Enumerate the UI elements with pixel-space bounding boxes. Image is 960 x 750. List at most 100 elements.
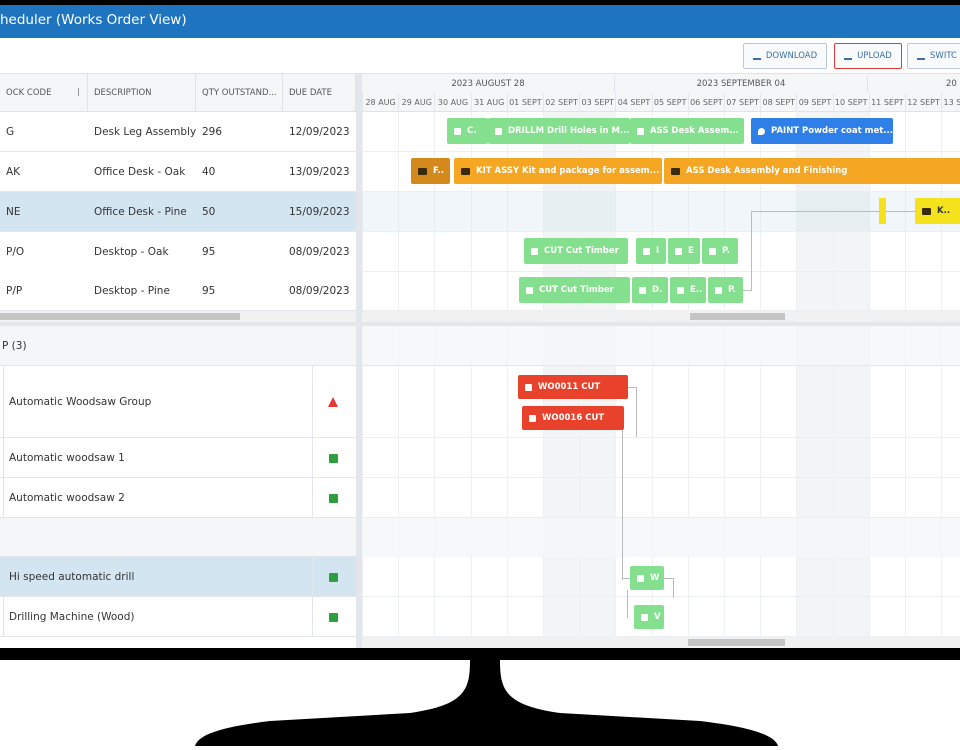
resource-row[interactable] (0, 557, 356, 597)
resource-row[interactable] (0, 597, 356, 637)
gantt-row-line (362, 310, 960, 311)
task-bar[interactable]: E.. (670, 277, 706, 303)
task-bar[interactable]: PAINT Powder coat met... (751, 118, 893, 144)
table-row[interactable] (0, 152, 356, 192)
scroll-thumb[interactable] (688, 639, 785, 646)
resource-name: Hi speed automatic drill (9, 570, 135, 583)
scroll-thumb[interactable] (690, 313, 785, 320)
splitter[interactable] (356, 74, 362, 648)
task-bar[interactable]: W (630, 566, 664, 590)
resource-row[interactable] (0, 438, 356, 478)
screen: heduler (Works Order View) DOWNLOAD UPLOA… (0, 0, 960, 648)
table-cell: P/P (6, 284, 23, 297)
bar-label: P. (728, 285, 736, 295)
bar-icon (637, 574, 644, 582)
status-ok-icon (329, 613, 338, 622)
gantt-row-line (362, 437, 960, 438)
day-label: 03 SEPT (579, 93, 615, 111)
column-header[interactable]: OCK CODE (0, 74, 88, 112)
table-row[interactable] (0, 271, 356, 311)
resource-row[interactable] (0, 478, 356, 518)
gantt-group-band (362, 326, 960, 366)
day-column (506, 326, 543, 637)
status-ok-icon (329, 494, 338, 503)
week-label: 2023 AUGUST 28 (362, 76, 615, 92)
grid-header (0, 74, 356, 112)
toolbar-button[interactable]: UPLOAD (834, 43, 902, 69)
toolbar-button[interactable]: DOWNLOAD (743, 43, 827, 69)
day-column (398, 112, 434, 311)
button-icon (752, 53, 761, 60)
task-bar[interactable]: K.. (915, 198, 960, 224)
task-bar[interactable]: DRILLM Drill Holes in M... (488, 118, 630, 144)
day-label: 07 SEPT (724, 93, 760, 111)
day-label: 08 SEPT (760, 93, 796, 111)
day-label: 09 SEPT (796, 93, 832, 111)
table-row[interactable] (0, 112, 356, 152)
dependency-line (622, 578, 630, 579)
dependency-line (751, 211, 752, 291)
scroll-thumb[interactable] (0, 313, 240, 320)
column-header[interactable]: DUE DATE (283, 74, 356, 112)
bar-label: P. (722, 246, 730, 256)
warning-icon (328, 397, 338, 407)
bar-icon (529, 414, 536, 422)
resource-row[interactable] (0, 366, 356, 438)
table-row[interactable] (0, 192, 356, 232)
task-bar[interactable]: KIT ASSY Kit and package for assem... (454, 158, 662, 184)
dependency-line (886, 211, 915, 212)
table-cell: 95 (202, 245, 216, 258)
task-bar[interactable]: I (636, 238, 666, 264)
dependency-line (743, 290, 751, 291)
toolbar-button[interactable]: SWITC (907, 43, 960, 69)
task-bar[interactable]: C. (447, 118, 488, 144)
task-bar[interactable]: ASS Desk Assem... (630, 118, 744, 144)
task-bar[interactable]: E (668, 238, 700, 264)
day-column (796, 326, 833, 637)
task-bar[interactable]: CUT Cut Timber (524, 238, 628, 264)
gantt-row-line (362, 231, 960, 232)
task-bar[interactable]: CUT Cut Timber (519, 277, 630, 303)
milestone (879, 198, 886, 224)
task-bar[interactable]: WO0016 CUT (522, 406, 624, 430)
task-bar[interactable]: D. (632, 277, 668, 303)
status-ok-icon (329, 573, 338, 582)
row-indent-line (3, 438, 4, 478)
day-column (651, 326, 688, 637)
day-column (434, 326, 470, 637)
task-bar[interactable]: F.. (411, 158, 450, 184)
bar-label: WO0016 CUT (542, 413, 605, 423)
task-bar[interactable]: V (634, 605, 664, 629)
day-column (760, 326, 796, 637)
stand (195, 660, 778, 746)
bar-label: C. (467, 126, 477, 136)
day-column (398, 326, 434, 637)
task-bar[interactable]: WO0011 CUT (518, 375, 628, 399)
table-cell: Office Desk - Oak (94, 165, 186, 178)
day-column (434, 112, 470, 311)
table-cell: 08/09/2023 (289, 245, 350, 258)
timeline-header (362, 74, 960, 112)
task-bar[interactable]: P. (708, 277, 743, 303)
table-cell: 95 (202, 284, 216, 297)
day-label: 06 SEPT (687, 93, 724, 111)
gantt-row-line (362, 517, 960, 518)
dependency-line (628, 387, 636, 388)
table-cell: Desk Leg Assembly (94, 125, 196, 138)
column-header[interactable]: DESCRIPTION (88, 74, 196, 112)
group-header[interactable]: P (3) (0, 326, 356, 366)
bar-icon (526, 286, 533, 294)
bar-label: K.. (937, 206, 951, 216)
column-header[interactable]: QTY OUTSTAND... (196, 74, 283, 112)
task-bar[interactable]: ASS Desk Assembly and Finishing (664, 158, 960, 184)
day-label: 30 AUG (434, 93, 470, 111)
row-indent-line (3, 366, 4, 438)
bar-icon (525, 383, 532, 391)
bar-label: CUT Cut Timber (539, 285, 614, 295)
day-column (687, 112, 724, 311)
day-column (905, 326, 941, 637)
task-bar[interactable]: P. (702, 238, 738, 264)
day-label: 11 SEPT (868, 93, 905, 111)
gantt-group-band (362, 518, 960, 557)
bezel-bottom (0, 648, 960, 660)
